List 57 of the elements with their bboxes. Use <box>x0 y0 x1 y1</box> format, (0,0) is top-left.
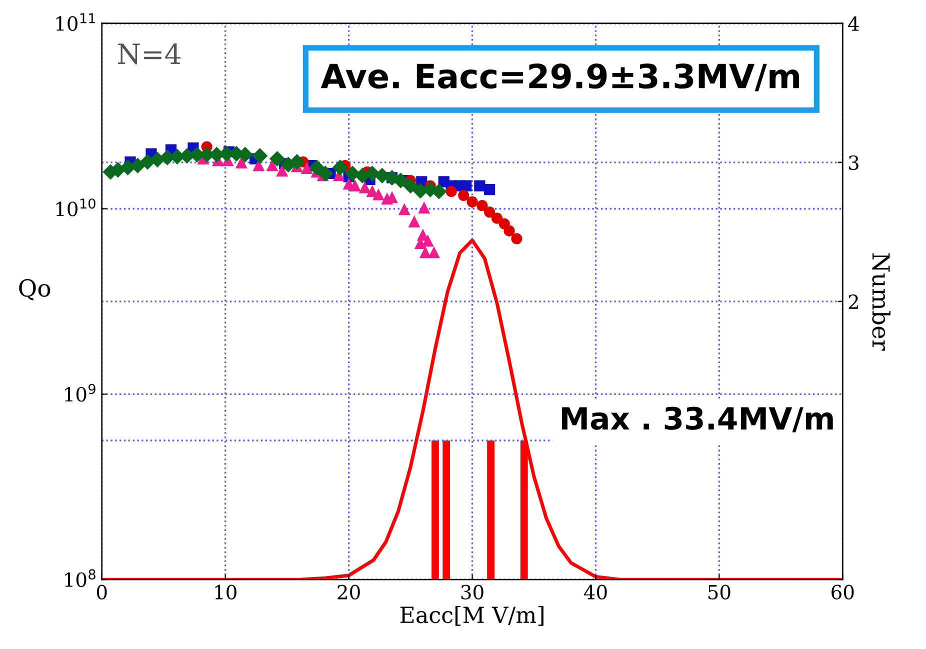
point <box>276 165 288 176</box>
point <box>446 186 457 197</box>
y2-tick-label: 2 <box>848 294 858 309</box>
annotation: Max . 33.4MV/m <box>562 406 833 432</box>
point <box>408 216 420 228</box>
point <box>359 182 370 194</box>
x-tick-label: 20 <box>338 584 360 600</box>
annotation: Ave. Eacc=29.9±3.3MV/m <box>320 63 800 92</box>
y-tick-label: 10$^{8}$ <box>65 569 96 588</box>
point <box>484 184 496 196</box>
point <box>458 190 470 201</box>
x-tick-label: 0 <box>96 584 107 600</box>
point <box>309 160 324 176</box>
point <box>252 148 268 164</box>
point <box>130 158 146 174</box>
point <box>236 157 247 168</box>
point <box>270 151 285 166</box>
point <box>511 233 522 244</box>
point <box>289 154 305 170</box>
point <box>460 180 472 192</box>
point <box>476 200 488 212</box>
point <box>420 247 431 258</box>
point <box>364 166 380 182</box>
point <box>418 202 430 214</box>
point <box>422 235 434 247</box>
point <box>466 196 478 208</box>
point <box>253 160 264 172</box>
point <box>398 204 410 216</box>
y-tick-label: 10$^{11}$ <box>56 13 96 31</box>
point <box>372 189 384 200</box>
point <box>318 166 333 182</box>
point <box>266 160 278 172</box>
y2-tick-label: 3 <box>849 155 858 170</box>
point <box>332 160 348 176</box>
y2-axis-title: Number <box>872 253 890 351</box>
point <box>349 180 361 192</box>
x-tick-label: 30 <box>461 584 484 600</box>
point <box>474 180 486 192</box>
y-tick-label: 10$^{10}$ <box>56 198 96 216</box>
point <box>504 225 515 236</box>
y-tick-label: 10$^{9}$ <box>65 384 96 402</box>
y-axis-title: Qo <box>19 279 50 300</box>
point <box>301 162 312 174</box>
x-tick-label: 10 <box>215 584 236 600</box>
point <box>491 212 503 224</box>
point <box>393 172 408 188</box>
point <box>428 247 440 258</box>
x-axis-title: Eacc[M V/m] <box>400 606 544 626</box>
y2-tick-label: 4 <box>848 16 859 31</box>
x-tick-label: 60 <box>832 584 854 600</box>
annotation: N=4 <box>118 43 181 64</box>
point <box>366 186 378 197</box>
point <box>120 160 136 176</box>
point <box>484 206 496 218</box>
point <box>402 178 418 194</box>
x-tick-label: 50 <box>708 584 730 600</box>
x-tick-label: 40 <box>584 584 607 600</box>
